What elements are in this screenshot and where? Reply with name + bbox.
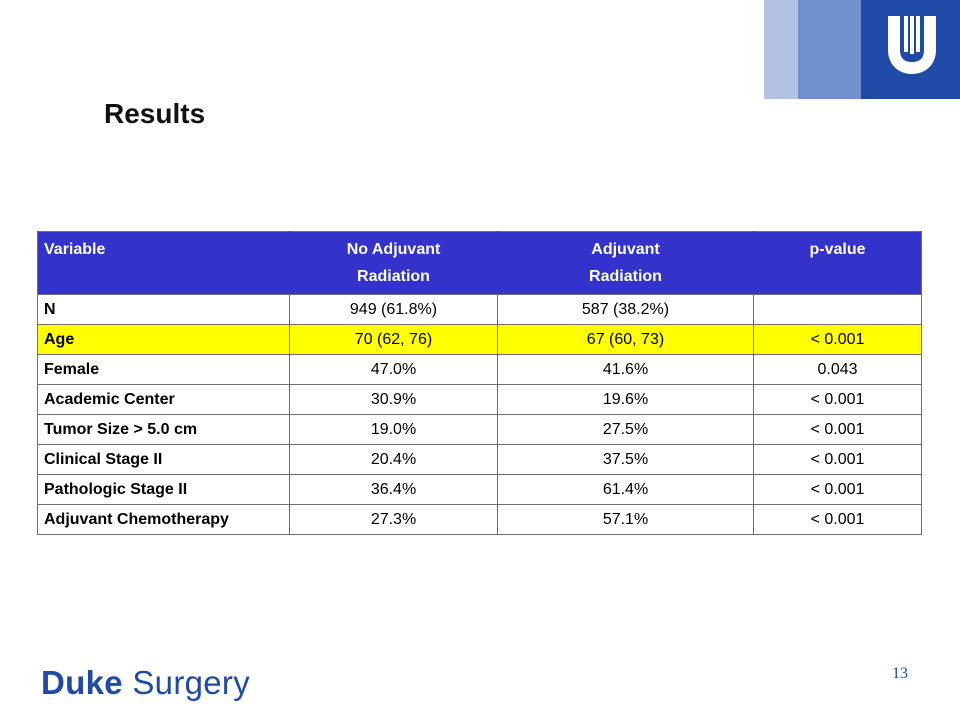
cell-adjuvant: 41.6% [497,354,754,385]
cell-p-value: < 0.001 [753,384,922,415]
cell-no-adjuvant: 70 (62, 76) [289,324,498,355]
cell-p-value: < 0.001 [753,414,922,445]
cell-variable: Academic Center [37,384,290,415]
table-row: Adjuvant Chemotherapy 27.3% 57.1% < 0.00… [37,504,922,535]
cell-p-value: < 0.001 [753,324,922,355]
page-number: 13 [892,665,908,682]
table-row: Academic Center 30.9% 19.6% < 0.001 [37,384,922,415]
corner-bar-light [764,0,798,99]
logo-word-surgery: Surgery [132,664,251,701]
cell-adjuvant: 587 (38.2%) [497,294,754,325]
header-adjuvant-line1: Adjuvant [591,241,660,258]
cell-no-adjuvant: 19.0% [289,414,498,445]
cell-variable: Pathologic Stage II [37,474,290,505]
cell-p-value: < 0.001 [753,444,922,475]
duke-surgery-logo: Duke Surgery [41,664,250,702]
cell-variable: Age [37,324,290,355]
cell-variable: N [37,294,290,325]
table-row: Pathologic Stage II 36.4% 61.4% < 0.001 [37,474,922,505]
cell-no-adjuvant: 20.4% [289,444,498,475]
cell-no-adjuvant: 36.4% [289,474,498,505]
duke-shield-logo-icon [888,16,936,74]
table-row: Tumor Size > 5.0 cm 19.0% 27.5% < 0.001 [37,414,922,445]
cell-variable: Adjuvant Chemotherapy [37,504,290,535]
table-row: Female 47.0% 41.6% 0.043 [37,354,922,385]
header-no-adjuvant-line1: No Adjuvant [346,241,441,258]
cell-p-value: < 0.001 [753,474,922,505]
cell-p-value: < 0.001 [753,504,922,535]
cell-adjuvant: 67 (60, 73) [497,324,754,355]
cell-adjuvant: 37.5% [497,444,754,475]
cell-adjuvant: 27.5% [497,414,754,445]
cell-variable: Clinical Stage II [37,444,290,475]
header-adjuvant-line2: Radiation [589,268,662,285]
cell-no-adjuvant: 949 (61.8%) [289,294,498,325]
cell-adjuvant: 57.1% [497,504,754,535]
cell-no-adjuvant: 27.3% [289,504,498,535]
cell-no-adjuvant: 47.0% [289,354,498,385]
cell-variable: Tumor Size > 5.0 cm [37,414,290,445]
results-table: Variable No Adjuvant Radiation Adjuvant … [37,231,922,535]
logo-word-duke: Duke [41,664,123,701]
table-header-row: Variable No Adjuvant Radiation Adjuvant … [37,231,922,295]
slide-title: Results [104,98,206,129]
cell-p-value [753,294,922,325]
header-adjuvant-radiation: Adjuvant Radiation [497,231,754,295]
table-row: Clinical Stage II 20.4% 37.5% < 0.001 [37,444,922,475]
table-row-highlighted: Age 70 (62, 76) 67 (60, 73) < 0.001 [37,324,922,355]
cell-p-value: 0.043 [753,354,922,385]
cell-adjuvant: 19.6% [497,384,754,415]
header-p-value: p-value [753,231,922,295]
header-no-adjuvant-radiation: No Adjuvant Radiation [289,231,498,295]
cell-no-adjuvant: 30.9% [289,384,498,415]
cell-variable: Female [37,354,290,385]
table-row: N 949 (61.8%) 587 (38.2%) [37,294,922,325]
header-no-adjuvant-line2: Radiation [357,268,430,285]
cell-adjuvant: 61.4% [497,474,754,505]
header-variable: Variable [37,231,290,295]
corner-bar-medium [798,0,861,99]
